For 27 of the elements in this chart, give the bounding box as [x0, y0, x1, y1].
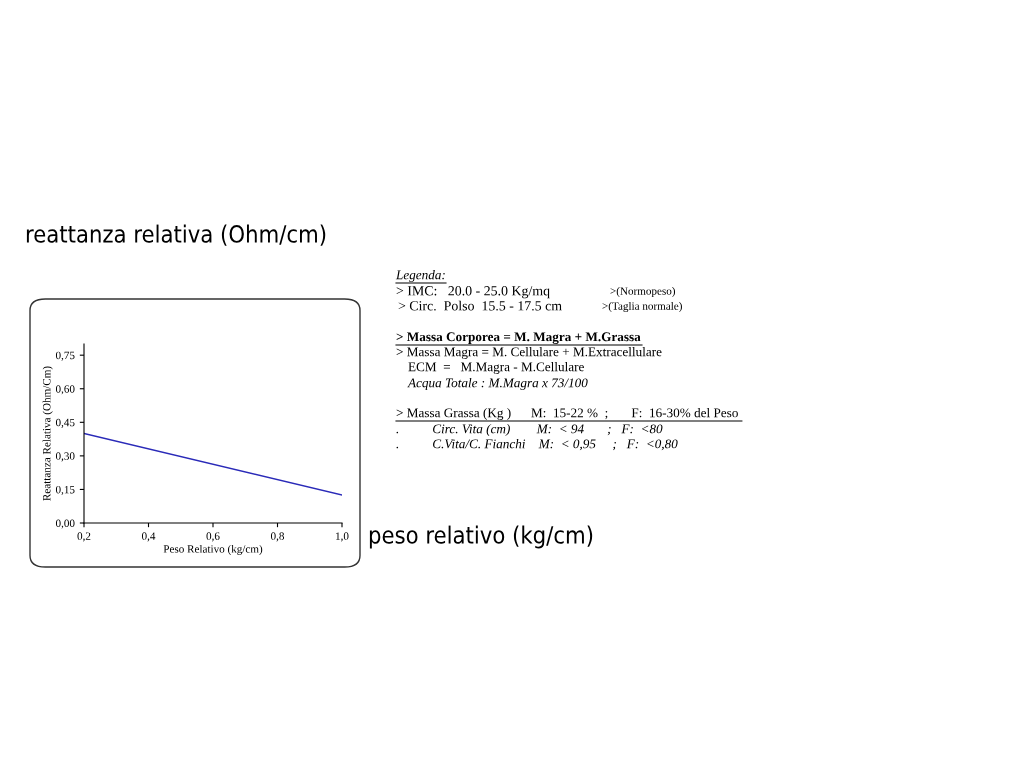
x-tick-label: 0,4 [141, 532, 156, 542]
y-tick-label: 0,15 [55, 485, 75, 495]
text: Acqua Totale : M.Magra x 73/100 [407, 378, 588, 390]
x-tick-label: 0,8 [270, 532, 285, 542]
text: reattanza relativa (Ohm/cm) [26, 224, 326, 246]
text: peso relativo (kg/cm) [369, 525, 593, 549]
y-axis-title: Reattanza Relativa (Ohm/Cm) [42, 366, 53, 501]
text: >(Normopeso) [610, 286, 676, 298]
text: . Circ. Vita (cm) M: < 94 ; F: <80 [396, 424, 663, 436]
y-tick-label: 0,00 [55, 519, 75, 529]
text: >(Taglia normale) [602, 301, 682, 313]
text: > Circ. Polso 15.5 - 17.5 cm [398, 300, 562, 311]
text: . C.Vita/C. Fianchi M: < 0,95 ; F: <0,80 [396, 439, 678, 451]
x-tick-label: 0,6 [206, 532, 220, 542]
y-tick-label: 0,75 [55, 351, 75, 361]
x-axis-title: Peso Relativo (kg/cm) [163, 544, 263, 555]
text: > Massa Grassa (Kg ) M: 15-22 % ; F: 16-30% del Peso [396, 408, 738, 420]
y-tick-label: 0,30 [55, 452, 75, 462]
x-tick-label: 1,0 [336, 532, 349, 542]
text: ECM = M.Magra - M.Cellulare [408, 362, 584, 374]
y-tick-label: 0,45 [55, 418, 75, 428]
text: > IMC: 20.0 - 25.0 Kg/mq [396, 286, 550, 299]
y-tick-label: 0,60 [55, 385, 75, 395]
text: > Massa Corporea = M. Magra + M.Grassa [396, 332, 641, 344]
text: > Massa Magra = M. Cellulare + M.Extracellulare [396, 347, 662, 359]
x-tick-label: 0,2 [77, 532, 91, 542]
text: Legenda: [395, 270, 445, 282]
